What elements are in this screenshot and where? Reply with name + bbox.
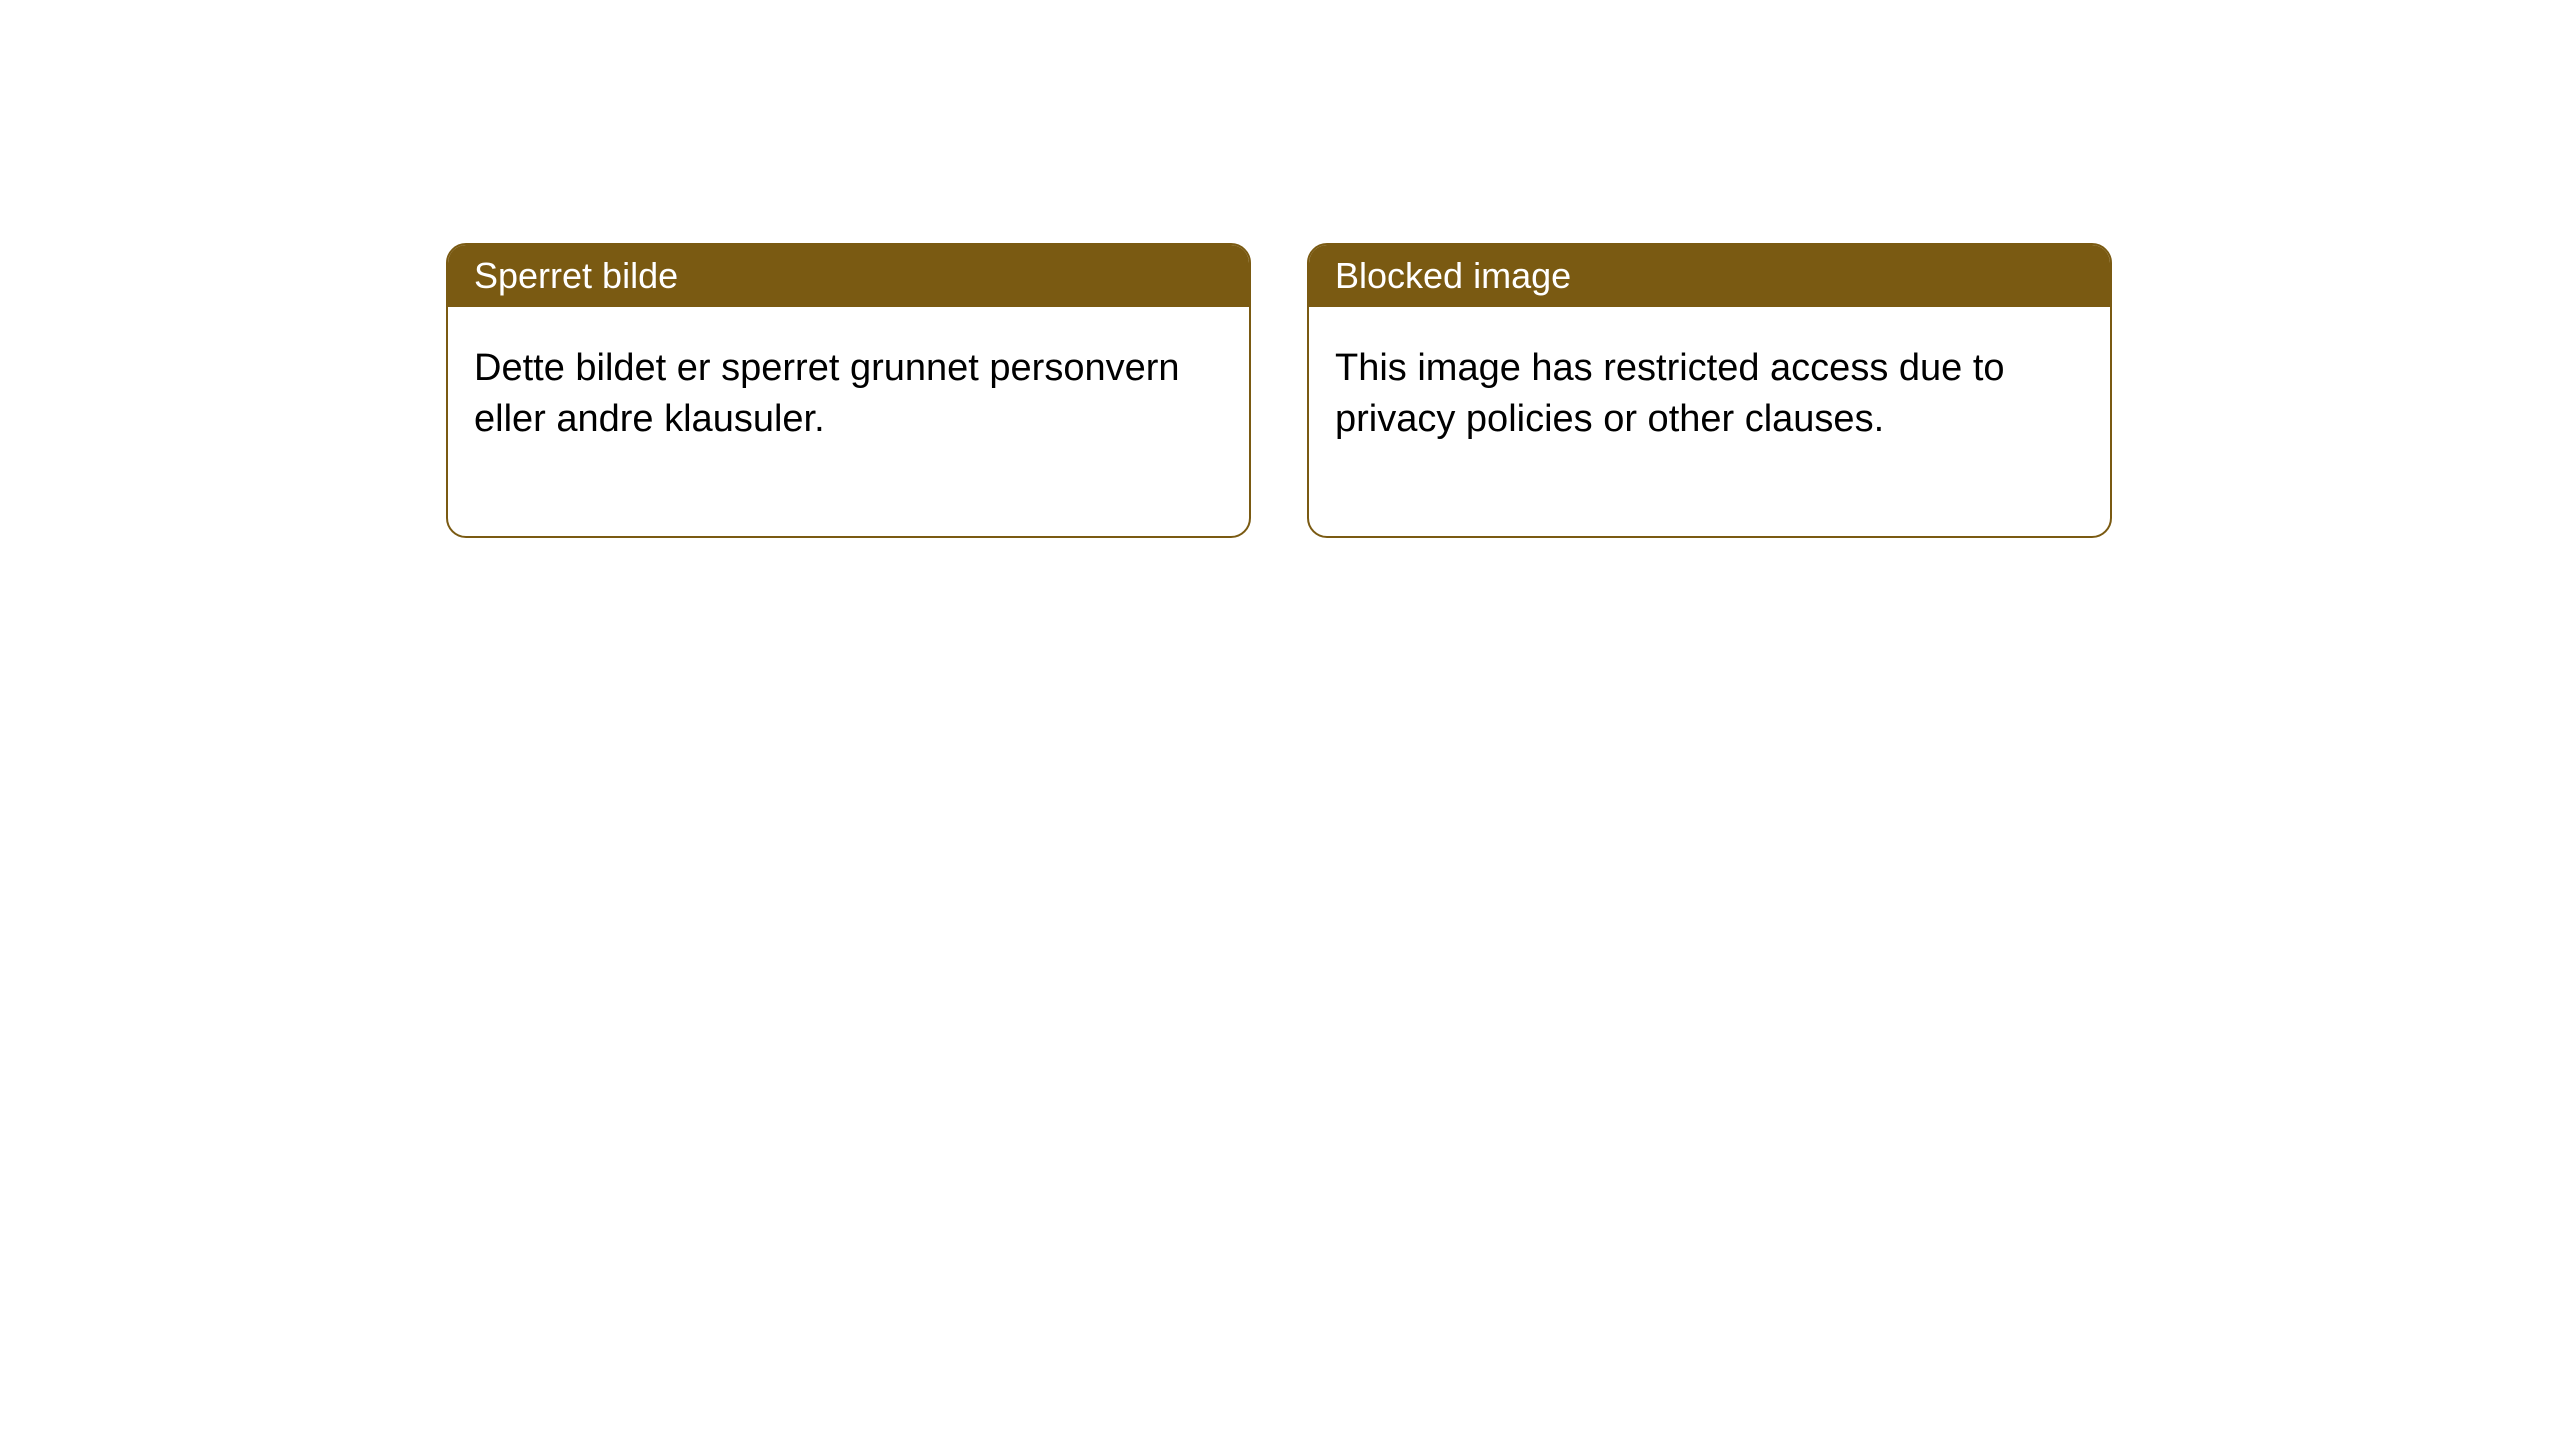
notice-body-norwegian: Dette bildet er sperret grunnet personve… <box>448 307 1249 536</box>
notice-container: Sperret bilde Dette bildet er sperret gr… <box>0 0 2560 538</box>
notice-card-norwegian: Sperret bilde Dette bildet er sperret gr… <box>446 243 1251 538</box>
notice-title-norwegian: Sperret bilde <box>448 245 1249 307</box>
notice-title-english: Blocked image <box>1309 245 2110 307</box>
notice-body-english: This image has restricted access due to … <box>1309 307 2110 536</box>
notice-card-english: Blocked image This image has restricted … <box>1307 243 2112 538</box>
